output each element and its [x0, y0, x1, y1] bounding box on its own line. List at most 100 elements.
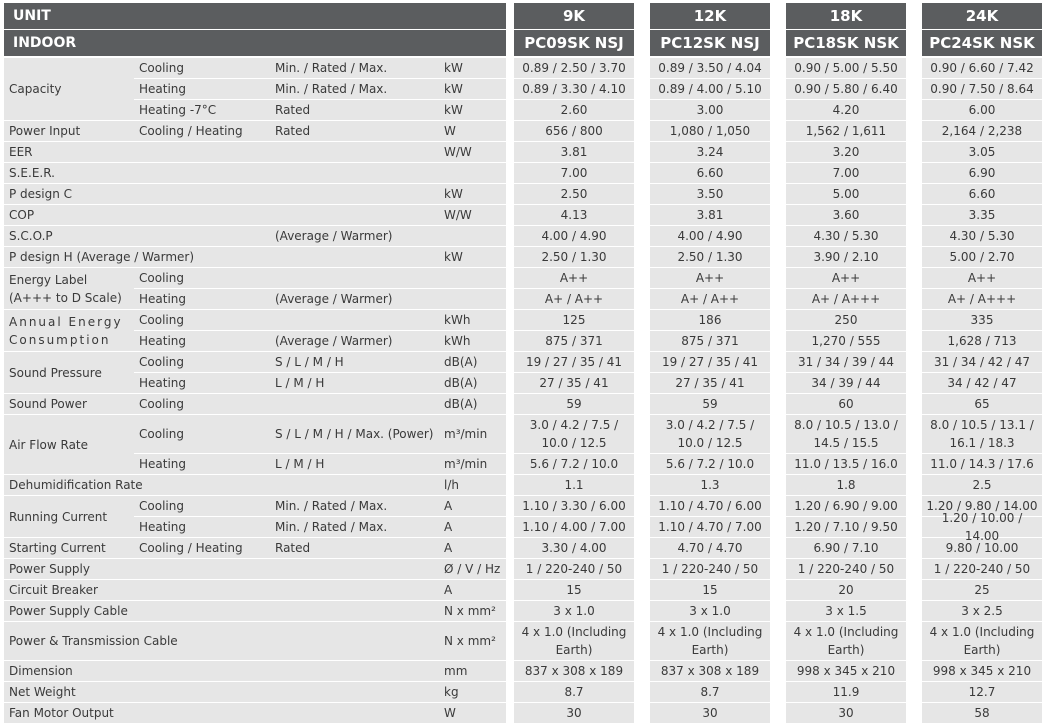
capacity-header: 9K [514, 3, 634, 29]
mode-label: Cooling [139, 499, 184, 513]
spec-value: 30 [702, 706, 718, 720]
spec-value: 998 x 345 x 210 [932, 664, 1032, 678]
row-divider [514, 453, 634, 454]
row-divider [922, 204, 1042, 205]
unit-label: kW [444, 103, 463, 117]
spec-value: 3.35 [968, 208, 996, 222]
row-divider [650, 162, 770, 163]
mode-label: Heating [139, 457, 187, 471]
spec-value: 1.10 / 4.70 / 7.00 [658, 520, 762, 534]
row-divider [922, 681, 1042, 682]
spec-value: 0.90 / 5.80 / 6.40 [794, 82, 898, 96]
parameter-label: EER [9, 145, 33, 159]
spec-value: 250 [834, 313, 858, 327]
parameter-label: Net Weight [9, 685, 76, 699]
row-divider [650, 474, 770, 475]
row-divider [4, 246, 506, 247]
spec-value: 1.10 / 4.70 / 6.00 [658, 499, 762, 513]
row-divider [514, 267, 634, 268]
spec-value: 1.8 [836, 478, 856, 492]
row-divider [514, 516, 634, 517]
row-divider [650, 516, 770, 517]
row-divider [922, 99, 1042, 100]
spec-value: 656 / 800 [545, 124, 603, 138]
row-divider [650, 495, 770, 496]
condition-label: Min. / Rated / Max. [275, 82, 388, 96]
condition-label: L / M / H [275, 376, 325, 390]
unit-label: kW [444, 250, 463, 264]
parameter-label: COP [9, 208, 35, 222]
row-divider [922, 141, 1042, 142]
spec-value: A+ / A+++ [811, 292, 881, 306]
row-divider [650, 99, 770, 100]
row-divider [786, 330, 906, 331]
unit-label: N x mm² [444, 634, 496, 648]
row-divider [786, 414, 906, 415]
spec-value: 4 x 1.0 (Including Earth) [929, 625, 1035, 657]
spec-value: 34 / 39 / 44 [811, 376, 881, 390]
spec-value: 3.81 [560, 145, 588, 159]
spec-value: A+ / A++ [680, 292, 740, 306]
spec-value: 3.0 / 4.2 / 7.5 / 10.0 / 12.5 [665, 418, 755, 450]
row-divider [786, 309, 906, 310]
capacity-header: 12K [650, 3, 770, 29]
parameter-label: Starting Current [9, 541, 106, 555]
row-divider [514, 99, 634, 100]
row-divider [514, 330, 634, 331]
spec-value: 19 / 27 / 35 / 41 [661, 355, 759, 369]
unit-label: W [444, 124, 456, 138]
group-label: Air Flow Rate [9, 437, 89, 452]
parameter-label: Power Supply [9, 562, 90, 576]
unit-label: kW [444, 61, 463, 75]
spec-value: 1.10 / 4.00 / 7.00 [522, 520, 626, 534]
unit-label: Ø / V / Hz [444, 562, 501, 576]
row-divider [922, 309, 1042, 310]
mode-label: Cooling / Heating [139, 541, 243, 555]
row-divider [514, 558, 634, 559]
spec-value: 11.9 [832, 685, 860, 699]
unit-label: kW [444, 82, 463, 96]
spec-value: A++ [695, 271, 725, 285]
spec-value: 2.5 [972, 478, 992, 492]
row-divider [514, 288, 634, 289]
spec-value: A++ [831, 271, 861, 285]
spec-value: 3.30 / 4.00 [541, 541, 607, 555]
spec-value: 1.1 [564, 478, 584, 492]
row-divider [650, 225, 770, 226]
condition-label: (Average / Warmer) [275, 292, 393, 306]
row-divider [4, 267, 506, 268]
row-divider [650, 660, 770, 661]
row-divider [922, 537, 1042, 538]
row-divider [134, 372, 506, 373]
row-divider [4, 660, 506, 661]
row-divider [514, 120, 634, 121]
spec-value: 31 / 34 / 39 / 44 [797, 355, 895, 369]
spec-value: 1.10 / 3.30 / 6.00 [522, 499, 626, 513]
row-divider [134, 99, 506, 100]
row-divider [4, 579, 506, 580]
spec-value: 4.70 / 4.70 [677, 541, 743, 555]
spec-value: 1.3 [700, 478, 720, 492]
model-header: PC18SK NSK [786, 30, 906, 56]
row-divider [4, 309, 506, 310]
spec-value: 3.20 [832, 145, 860, 159]
row-divider [786, 351, 906, 352]
spec-value: 8.7 [564, 685, 584, 699]
unit-label: m³/min [444, 427, 488, 441]
unit-label: W/W [444, 208, 472, 222]
group-label: Annual Energy Consumption [9, 314, 123, 347]
row-divider [650, 579, 770, 580]
spec-value: 1.20 / 9.80 / 14.00 [926, 499, 1038, 513]
spec-value: 11.0 / 13.5 / 16.0 [794, 457, 898, 471]
spec-value: 1,080 / 1,050 [669, 124, 751, 138]
unit-label: kWh [444, 313, 471, 327]
row-divider [922, 495, 1042, 496]
row-divider [514, 621, 634, 622]
row-divider [4, 681, 506, 682]
row-divider [514, 225, 634, 226]
row-divider [650, 681, 770, 682]
parameter-label: Circuit Breaker [9, 583, 98, 597]
spec-value: 2.50 [560, 187, 588, 201]
spec-value: 1.20 / 7.10 / 9.50 [794, 520, 898, 534]
row-divider [514, 372, 634, 373]
